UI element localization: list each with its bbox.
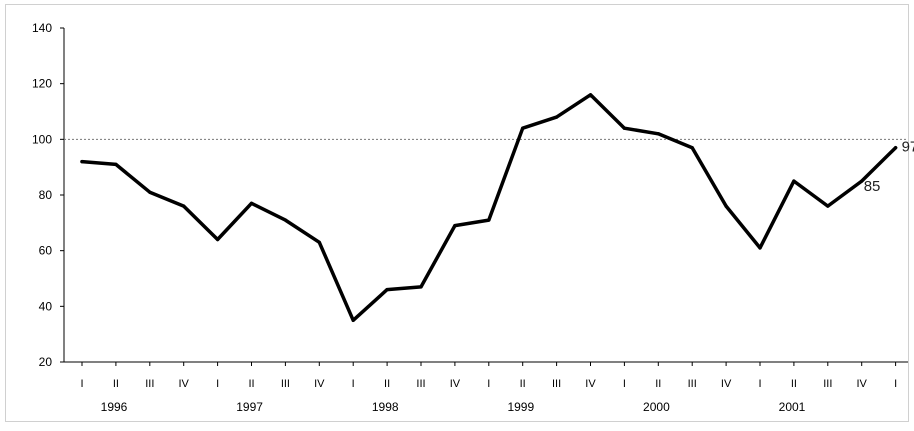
data-label: 85: [864, 178, 881, 195]
data-point: [487, 218, 491, 222]
data-point: [249, 201, 254, 205]
year-label: 1998: [372, 400, 399, 414]
x-tick-label: IV: [856, 378, 867, 390]
data-point: [690, 146, 694, 150]
data-point: [216, 237, 220, 242]
data-point: [894, 146, 898, 150]
data-label: 97: [902, 139, 914, 156]
data-point: [419, 285, 423, 289]
data-point: [521, 126, 525, 130]
x-tick-label: I: [894, 378, 897, 390]
data-point: [555, 115, 559, 119]
data-point: [860, 179, 864, 183]
year-label: 1996: [101, 400, 128, 414]
x-tick-label: III: [145, 378, 154, 390]
series-group: [80, 93, 898, 323]
year-label: 2001: [779, 400, 806, 414]
data-point: [826, 204, 830, 208]
x-tick-label: II: [248, 378, 254, 390]
data-point: [148, 190, 152, 194]
x-axis: I II III IV I II III IV I II III IV I II III IV I II III IV…: [64, 361, 908, 414]
data-point: [656, 132, 660, 136]
y-tick-label: 100: [32, 132, 52, 146]
data-point: [317, 240, 321, 244]
y-tick-label: 20: [39, 355, 53, 369]
data-point: [588, 93, 593, 97]
x-tick-label: I: [80, 378, 83, 390]
y-tick-label: 140: [32, 21, 52, 35]
x-tick-label: III: [823, 378, 832, 390]
year-label: 1997: [236, 400, 263, 414]
x-tick-label: III: [281, 378, 290, 390]
data-point: [351, 318, 355, 322]
y-axis: 20 40 60 80 100 120 140: [32, 21, 65, 369]
data-point: [724, 204, 728, 208]
year-label: 1999: [507, 400, 534, 414]
data-point: [114, 162, 118, 166]
series-line: [80, 93, 898, 323]
x-tick-label: III: [416, 378, 425, 390]
x-tick-label: IV: [721, 378, 732, 390]
data-labels: 97 85: [864, 139, 914, 195]
x-tick-label: I: [216, 378, 219, 390]
x-tick-label: III: [688, 378, 697, 390]
x-tick-label: II: [655, 378, 661, 390]
data-point: [622, 126, 627, 130]
y-tick-label: 120: [32, 77, 52, 91]
y-tick-label: 80: [39, 188, 53, 202]
x-tick-label: III: [552, 378, 561, 390]
y-tick-label: 40: [39, 299, 53, 313]
x-tick-label: I: [487, 378, 490, 390]
x-tick-label: II: [113, 378, 119, 390]
data-point: [80, 160, 84, 164]
y-tick-label: 60: [39, 244, 53, 258]
year-label: 2000: [643, 400, 670, 414]
data-point: [758, 246, 762, 250]
x-tick-label: IV: [450, 378, 461, 390]
x-tick-label: IV: [178, 378, 189, 390]
data-point: [182, 204, 186, 208]
chart-border: [5, 4, 909, 422]
x-tick-label: IV: [585, 378, 596, 390]
x-tick-label: IV: [314, 378, 325, 390]
x-tick-label: II: [791, 378, 797, 390]
data-point: [792, 179, 796, 183]
x-tick-label: II: [384, 378, 390, 390]
x-tick-label: I: [623, 378, 626, 390]
x-tick-label: II: [520, 378, 526, 390]
x-tick-label: I: [758, 378, 761, 390]
data-point: [453, 224, 457, 228]
x-tick-label: I: [352, 378, 355, 390]
data-point: [283, 218, 287, 222]
data-point: [385, 288, 389, 292]
